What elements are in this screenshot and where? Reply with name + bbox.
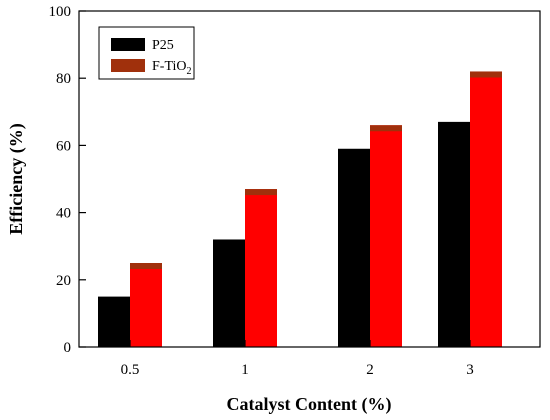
bar-ftio2-cap [245,189,277,196]
x-tick-label: 0.5 [121,362,140,378]
y-tick-label: 100 [49,4,72,20]
bar-ftio2 [245,189,277,347]
bar-ftio2-cap [130,263,162,269]
legend-swatch-p25 [111,38,145,51]
x-tick-label: 3 [466,362,474,378]
bar-ftio2 [470,71,502,347]
bar-ftio2-cap [370,125,402,132]
bar-p25 [98,296,130,347]
x-tick-label: 2 [366,362,374,378]
legend: P25 F-TiO2 [98,26,195,80]
y-tick-label: 0 [64,340,72,356]
legend-label-p25: P25 [152,38,174,53]
bar-ftio2 [370,125,402,348]
y-axis-title: Efficiency (%) [6,123,27,234]
bars-layer [98,71,502,348]
legend-swatch-ftio2 [111,59,145,72]
y-tick-label: 60 [56,138,71,154]
x-axis-title: Catalyst Content (%) [227,394,392,415]
legend-label-ftio2: F-TiO2 [152,59,192,77]
x-tick-label: 1 [241,362,249,378]
y-tick-label: 80 [56,71,71,87]
bar-p25 [213,239,245,347]
y-tick-label: 20 [56,273,71,289]
bar-p25 [338,148,370,347]
bar-ftio2 [130,263,162,347]
bar-p25 [438,121,470,347]
y-tick-label: 40 [56,206,71,222]
plot-frame [78,10,541,348]
bar-ftio2-cap [470,71,502,78]
